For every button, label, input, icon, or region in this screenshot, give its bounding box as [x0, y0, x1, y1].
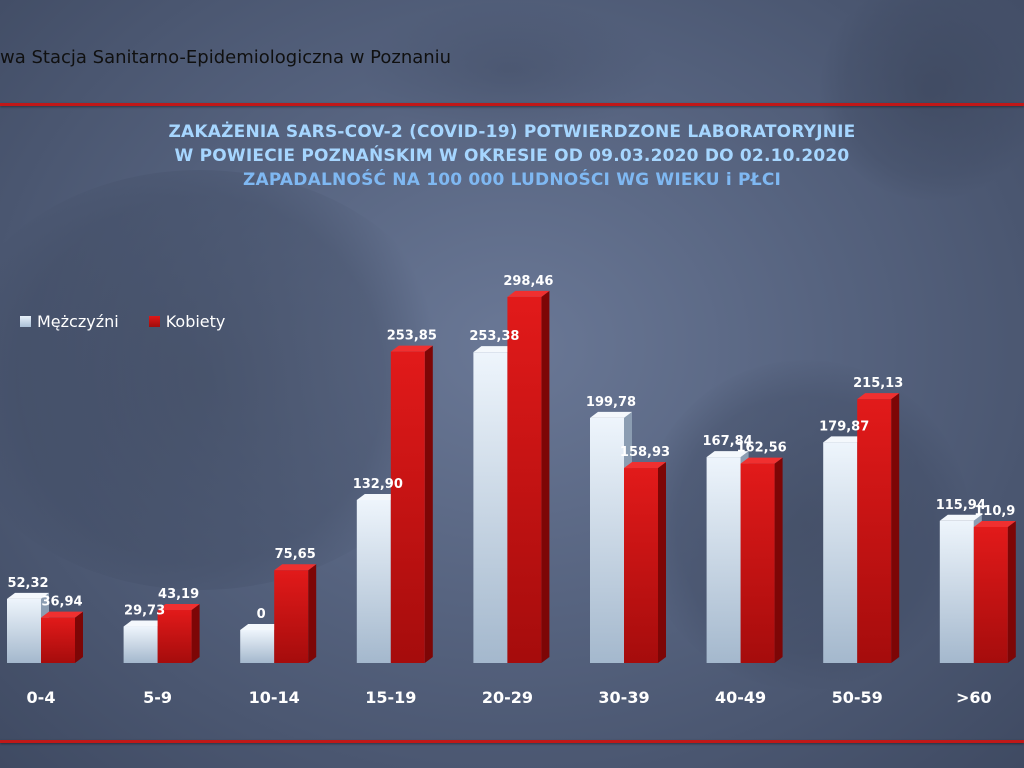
value-label-women-40-49: 162,56	[737, 441, 787, 456]
bar-side	[658, 462, 666, 663]
bar-women-40-49	[740, 457, 783, 663]
value-label-women-50-59: 215,13	[853, 376, 903, 391]
category-label-40-49: 40-49	[715, 688, 766, 707]
bar-side	[424, 345, 433, 663]
bar-front	[939, 520, 974, 663]
bar-women-15-19	[390, 345, 433, 663]
legend-label-women: Kobiety	[165, 311, 226, 331]
chart-title-line-2: W POWIECIE POZNAŃSKIM W OKRESIE OD 09.03…	[174, 146, 850, 166]
chart-subtitle: ZAPADALNOŚĆ NA 100 000 LUDNOŚCI WG WIEKU…	[242, 170, 782, 190]
background-virus-top-right	[820, 0, 1024, 200]
bar-side	[191, 604, 200, 663]
value-label-men-15-19: 132,90	[353, 477, 403, 492]
value-label-men->60: 115,94	[936, 498, 986, 513]
bar-top	[7, 592, 49, 599]
bar-side	[75, 611, 83, 663]
bar-top	[857, 393, 900, 400]
bar-front	[7, 598, 41, 663]
bar-top	[473, 346, 516, 353]
bar-top	[706, 451, 749, 458]
value-label-women-10-14: 75,65	[275, 547, 316, 562]
bar-front	[507, 296, 542, 663]
bar-women->60	[973, 520, 1016, 663]
organization-name: wa Stacja Sanitarno-Epidemiologiczna w P…	[0, 47, 452, 68]
bar-top	[939, 514, 982, 521]
value-label-women-0-4: 36,94	[41, 595, 82, 610]
bar-women-30-39	[624, 462, 666, 663]
bar-front	[157, 610, 192, 663]
category-label-10-14: 10-14	[249, 688, 300, 707]
bar-front	[274, 570, 309, 663]
bar-side	[891, 393, 900, 663]
category-label-20-29: 20-29	[482, 688, 533, 707]
value-label-men-10-14: 0	[257, 607, 266, 622]
value-label-men-20-29: 253,38	[469, 329, 519, 344]
bottom-divider	[0, 740, 1024, 743]
value-label-women-30-39: 158,93	[620, 445, 670, 460]
bar-top	[624, 462, 666, 469]
category-label-30-39: 30-39	[598, 688, 649, 707]
bar-top	[356, 493, 399, 500]
bar-front	[41, 617, 75, 663]
bar-side	[541, 290, 550, 663]
category-label-15-19: 15-19	[365, 688, 416, 707]
bar-top	[973, 520, 1016, 527]
value-label-women-15-19: 253,85	[387, 329, 437, 344]
value-label-men-0-4: 52,32	[7, 576, 48, 591]
bar-top	[390, 345, 433, 352]
background-virus-top	[360, 0, 660, 140]
bar-top	[590, 411, 632, 418]
value-label-men-30-39: 199,78	[586, 395, 636, 410]
legend-swatch-women	[148, 315, 160, 327]
legend-item-men: Mężczyźni	[20, 312, 119, 331]
category-label-5-9: 5-9	[143, 688, 172, 707]
bar-front	[123, 626, 158, 663]
bar-women-20-29	[507, 290, 550, 663]
bar-side	[1007, 520, 1016, 663]
bar-women-5-9	[157, 604, 200, 663]
bar-front	[473, 352, 508, 663]
bar-women-0-4	[41, 611, 83, 663]
chart-legend: Mężczyźni Kobiety	[20, 310, 255, 332]
bar-top	[740, 457, 783, 464]
chart-title-line-1: ZAKAŻENIA SARS-COV-2 (COVID-19) POTWIERD…	[168, 122, 856, 142]
bar-front	[823, 442, 858, 663]
category-label-0-4: 0-4	[27, 688, 56, 707]
category-label->60: >60	[956, 688, 992, 707]
bar-top	[274, 564, 317, 571]
bar-side	[774, 457, 783, 663]
value-label-women-20-29: 298,46	[503, 274, 553, 289]
bar-front	[590, 417, 624, 663]
bar-women-50-59	[857, 393, 900, 663]
background-virus-right	[640, 360, 970, 690]
bar-top	[157, 604, 200, 611]
category-label-50-59: 50-59	[832, 688, 883, 707]
bar-top	[507, 290, 550, 297]
value-label-men-50-59: 179,87	[819, 419, 869, 434]
bar-top	[123, 620, 166, 627]
bar-front	[706, 457, 741, 663]
value-label-men-5-9: 29,73	[124, 604, 165, 619]
bar-women-10-14	[274, 564, 317, 663]
bar-top	[240, 624, 283, 630]
legend-swatch-men	[20, 315, 31, 327]
value-label-men-40-49: 167,84	[703, 434, 753, 449]
bar-front	[240, 630, 275, 663]
bar-front	[857, 399, 892, 663]
value-label-women-5-9: 43,19	[158, 587, 199, 602]
bar-front	[740, 463, 775, 663]
bar-top	[823, 436, 866, 443]
bar-side	[308, 564, 317, 663]
bar-front	[356, 499, 391, 663]
bar-front	[624, 468, 658, 663]
bar-front	[390, 351, 425, 663]
legend-item-women: Kobiety	[148, 311, 226, 331]
bar-front	[973, 526, 1008, 663]
legend-label-men: Mężczyźni	[37, 311, 119, 331]
value-label-women->60: 110,9	[974, 504, 1015, 519]
top-divider	[0, 103, 1024, 106]
bar-top	[41, 611, 83, 618]
